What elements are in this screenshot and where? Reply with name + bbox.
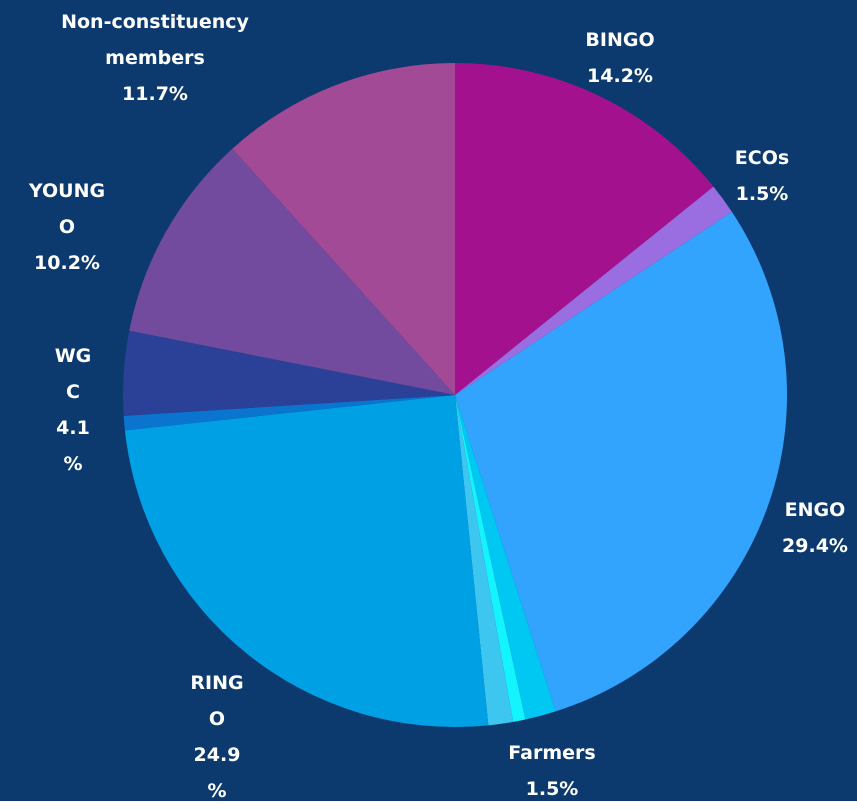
pie-slice [124,395,489,727]
category-label: BINGO [585,29,655,51]
pie-slice [455,186,732,395]
slice-label: ECOs 1.5% [722,140,802,212]
slice-label: RINGO 24.9% [187,665,247,809]
value-label: 24.9% [193,744,241,802]
category-label: ECOs [734,147,790,169]
value-label: 1.5% [525,778,579,800]
pie-slice [123,395,456,431]
category-label: Farmers [508,742,596,764]
slice-label: YOUNGO 10.2% [26,173,108,281]
value-label: 1.5% [735,183,789,205]
value-label: 11.7% [122,83,188,105]
pie-slice [455,395,556,720]
slice-label: BINGO 14.2% [560,22,680,94]
category-label: RINGO [190,672,244,730]
pie-slice [455,211,787,712]
category-label: YOUNGO [28,180,106,238]
value-label: 10.2% [34,252,100,274]
slice-label: WGC 4.1% [52,338,94,482]
value-label: 4.1% [56,417,90,475]
pie-slice [129,148,455,395]
pie-slice [455,63,714,395]
slice-label: Farmers 1.5% [492,735,612,807]
pie-slice [122,330,455,416]
pie-slice [455,395,526,722]
slice-label: ENGO 29.4% [770,492,857,564]
pie-slice [232,63,455,395]
pie-slice [455,395,514,726]
category-label: Non-constituency members [61,11,249,69]
category-label: ENGO [784,499,846,521]
value-label: 14.2% [587,65,653,87]
category-label: WGC [54,345,92,403]
value-label: 29.4% [782,535,848,557]
slice-label: Non-constituency members 11.7% [30,4,280,112]
